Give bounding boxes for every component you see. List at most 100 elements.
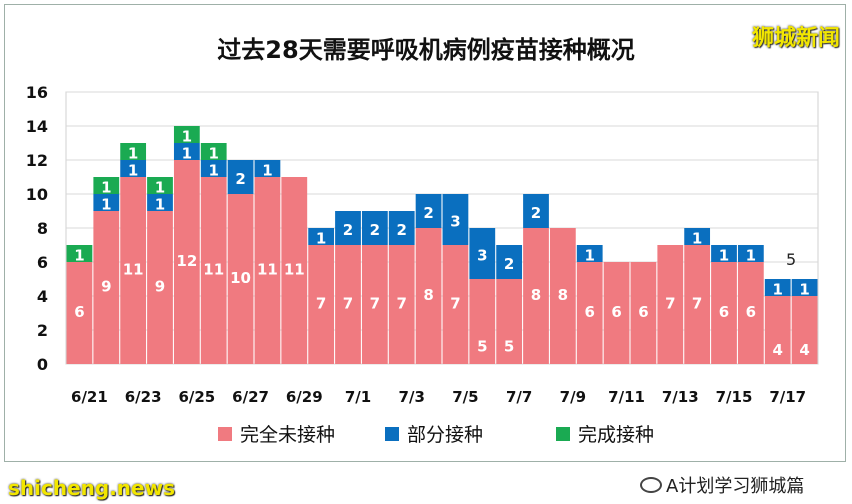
bar-segment bbox=[308, 245, 335, 364]
x-tick-label: 6/23 bbox=[125, 388, 162, 406]
data-label: 2 bbox=[531, 204, 541, 222]
bar-segment bbox=[496, 279, 523, 364]
data-label: 2 bbox=[504, 255, 514, 273]
legend-swatch-partial bbox=[385, 426, 399, 441]
data-label: 5 bbox=[477, 337, 487, 355]
bar-segment bbox=[227, 160, 254, 194]
data-label: 2 bbox=[235, 170, 245, 188]
stacked-bar-chart: 0246810121416619111111911121111111021111… bbox=[26, 83, 819, 406]
bar-segment bbox=[200, 160, 227, 177]
bar-segment bbox=[173, 143, 200, 160]
bar-segment bbox=[657, 245, 684, 364]
bar-segment bbox=[120, 177, 147, 364]
bar-segment bbox=[200, 143, 227, 160]
bar-segment bbox=[764, 279, 791, 296]
wechat-credit: A计划学习狮城篇 bbox=[640, 472, 804, 498]
bar-segment bbox=[120, 160, 147, 177]
bar-segment bbox=[254, 177, 281, 364]
data-label: 1 bbox=[584, 247, 594, 265]
data-label: 10 bbox=[230, 269, 251, 287]
bar-segment bbox=[173, 126, 200, 143]
x-tick-label: 7/5 bbox=[452, 388, 478, 406]
bar-segment bbox=[388, 211, 415, 245]
x-tick-label: 6/29 bbox=[286, 388, 323, 406]
data-label: 1 bbox=[182, 128, 192, 146]
watermark-brand: 狮城新闻 bbox=[751, 26, 840, 51]
x-tick-label: 6/21 bbox=[71, 388, 108, 406]
x-tick-label: 6/27 bbox=[232, 388, 269, 406]
x-tick-label: 7/7 bbox=[506, 388, 532, 406]
bar-segment bbox=[388, 245, 415, 364]
legend-item-partial: 部分接种 bbox=[385, 420, 483, 447]
bar-segment bbox=[791, 279, 818, 296]
y-tick-label: 4 bbox=[37, 287, 48, 306]
x-tick-label: 7/15 bbox=[716, 388, 753, 406]
data-label: 1 bbox=[155, 196, 165, 214]
data-label: 1 bbox=[799, 281, 809, 299]
total-annotation: 5 bbox=[786, 250, 796, 269]
data-label: 12 bbox=[176, 252, 197, 270]
x-tick-label: 7/3 bbox=[399, 388, 425, 406]
bar-segment bbox=[66, 262, 93, 364]
bar-segment bbox=[791, 296, 818, 364]
data-label: 11 bbox=[123, 261, 144, 279]
data-label: 1 bbox=[262, 162, 272, 180]
data-label: 3 bbox=[450, 213, 460, 231]
bar-segment bbox=[576, 245, 603, 262]
bar-segment bbox=[415, 228, 442, 364]
data-label: 7 bbox=[370, 295, 380, 313]
data-label: 2 bbox=[370, 221, 380, 239]
bar-segment bbox=[147, 177, 173, 194]
data-label: 1 bbox=[772, 281, 782, 299]
data-label: 2 bbox=[343, 221, 353, 239]
bar-segment bbox=[227, 194, 254, 364]
legend-label-partial: 部分接种 bbox=[407, 424, 484, 446]
bar-segment bbox=[361, 211, 388, 245]
x-tick-label: 7/1 bbox=[345, 388, 371, 406]
y-tick-label: 10 bbox=[26, 185, 48, 204]
bar-segment bbox=[335, 245, 361, 364]
credit-text: A计划学习狮城篇 bbox=[666, 476, 805, 497]
bar-segment bbox=[120, 143, 147, 160]
y-tick-label: 6 bbox=[37, 253, 48, 272]
data-label: 7 bbox=[665, 295, 675, 313]
data-label: 1 bbox=[692, 230, 702, 248]
footer: shicheng.news A计划学习狮城篇 bbox=[0, 462, 852, 504]
data-label: 5 bbox=[504, 337, 514, 355]
data-label: 2 bbox=[396, 221, 406, 239]
y-tick-label: 16 bbox=[26, 83, 48, 102]
data-label: 6 bbox=[74, 303, 84, 321]
bar-segment bbox=[684, 245, 711, 364]
bar-segment bbox=[442, 194, 469, 245]
x-tick-label: 6/25 bbox=[178, 388, 215, 406]
x-tick-label: 7/9 bbox=[560, 388, 586, 406]
x-tick-label: 7/13 bbox=[662, 388, 699, 406]
data-label: 8 bbox=[558, 286, 568, 304]
bar-segment bbox=[630, 262, 657, 364]
data-label: 1 bbox=[101, 179, 111, 197]
bar-segment bbox=[711, 262, 737, 364]
data-label: 6 bbox=[611, 303, 621, 321]
data-label: 1 bbox=[719, 247, 729, 265]
bar-segment bbox=[308, 228, 335, 245]
data-label: 7 bbox=[316, 295, 326, 313]
bar-segment bbox=[335, 211, 361, 245]
bar-segment bbox=[523, 228, 549, 364]
chart-title: 过去28天需要呼吸机病例疫苗接种概况 bbox=[217, 36, 635, 64]
data-label: 2 bbox=[423, 204, 433, 222]
data-label: 6 bbox=[719, 303, 729, 321]
bar-segment bbox=[737, 245, 764, 262]
bar-segment bbox=[361, 245, 388, 364]
y-tick-label: 2 bbox=[37, 321, 48, 340]
data-label: 7 bbox=[396, 295, 406, 313]
legend-label-unvaccinated: 完全未接种 bbox=[240, 424, 336, 446]
y-tick-label: 14 bbox=[26, 117, 48, 136]
x-tick-label: 7/11 bbox=[608, 388, 645, 406]
data-label: 11 bbox=[257, 261, 278, 279]
bar-segment bbox=[549, 228, 576, 364]
bar-segment bbox=[496, 245, 523, 279]
data-label: 11 bbox=[284, 261, 305, 279]
bar-segment bbox=[576, 262, 603, 364]
data-label: 8 bbox=[423, 286, 433, 304]
bar-segment bbox=[603, 262, 630, 364]
